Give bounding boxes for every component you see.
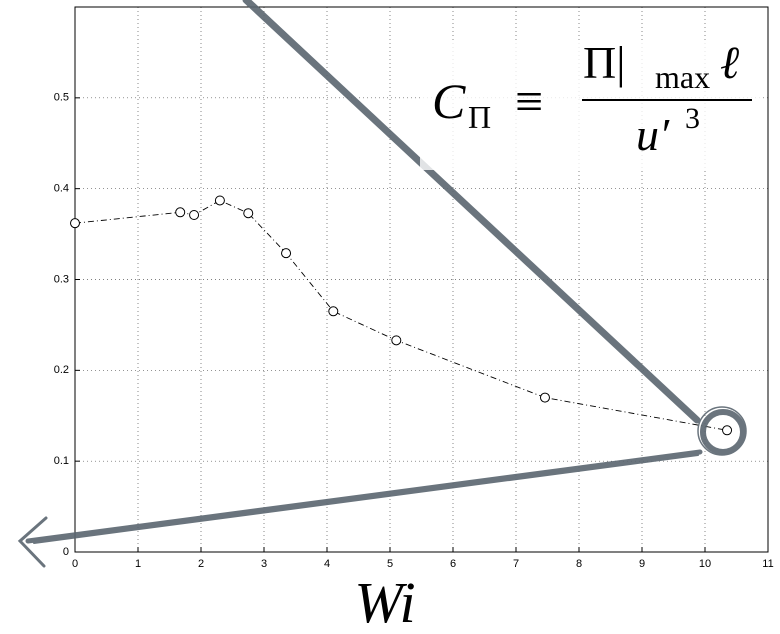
data-point xyxy=(722,425,733,436)
arrow-stroke xyxy=(33,454,699,544)
highlight-circle xyxy=(697,406,747,456)
x-tick-label: 8 xyxy=(576,558,582,570)
marks xyxy=(70,195,733,436)
data-point xyxy=(175,207,186,218)
formula-den-sup: 3 xyxy=(685,102,700,135)
arrow-stroke xyxy=(25,449,703,544)
formula-num-tail: ℓ xyxy=(720,37,740,88)
data-point xyxy=(539,392,550,403)
formula-lhs-sub: Π xyxy=(468,99,491,135)
formula-den: u′ xyxy=(636,109,670,160)
x-axis-label: Wi xyxy=(354,570,415,634)
arrow-stroke xyxy=(242,0,701,424)
formula-eq: ≡ xyxy=(515,73,543,129)
formula-num-sub: max xyxy=(655,59,710,95)
x-tick-label: 3 xyxy=(261,558,267,570)
data-point xyxy=(70,218,80,229)
formula-bg xyxy=(420,40,760,170)
data-point xyxy=(328,306,339,317)
x-tick-label: 9 xyxy=(639,558,645,570)
data-point xyxy=(243,208,254,219)
plot-frame xyxy=(74,6,769,553)
formula-lhs: C xyxy=(432,73,466,129)
x-tick-label: 7 xyxy=(513,558,519,570)
y-tick-label: 0.5 xyxy=(54,92,69,104)
highlight-circle xyxy=(700,409,746,455)
data-point xyxy=(391,335,402,346)
data-point xyxy=(214,195,225,206)
y-tick-label: 0.1 xyxy=(54,455,69,467)
data-point xyxy=(281,248,292,259)
data-point xyxy=(189,210,200,221)
x-tick-label: 1 xyxy=(135,558,141,570)
formula: C Π ≡ Π| max ℓ u′ 3 xyxy=(420,37,760,170)
arrow-stroke xyxy=(249,0,695,417)
y-tick-label: 0 xyxy=(63,546,69,558)
y-tick-label: 0.4 xyxy=(54,183,69,195)
x-tick-label: 11 xyxy=(762,558,773,570)
x-tick-label: 6 xyxy=(450,558,456,570)
annotation-arrows xyxy=(17,0,747,568)
x-tick-label: 0 xyxy=(72,558,78,570)
arrow-head xyxy=(17,516,48,568)
x-tick-label: 10 xyxy=(699,558,711,570)
x-tick-label: 2 xyxy=(198,558,204,570)
x-tick-label: 4 xyxy=(324,558,330,570)
formula-num: Π| xyxy=(583,37,625,88)
x-tick-label: 5 xyxy=(387,558,393,570)
y-tick-label: 0.3 xyxy=(54,273,69,285)
y-tick-label: 0.2 xyxy=(54,364,69,376)
data-line xyxy=(74,199,728,431)
